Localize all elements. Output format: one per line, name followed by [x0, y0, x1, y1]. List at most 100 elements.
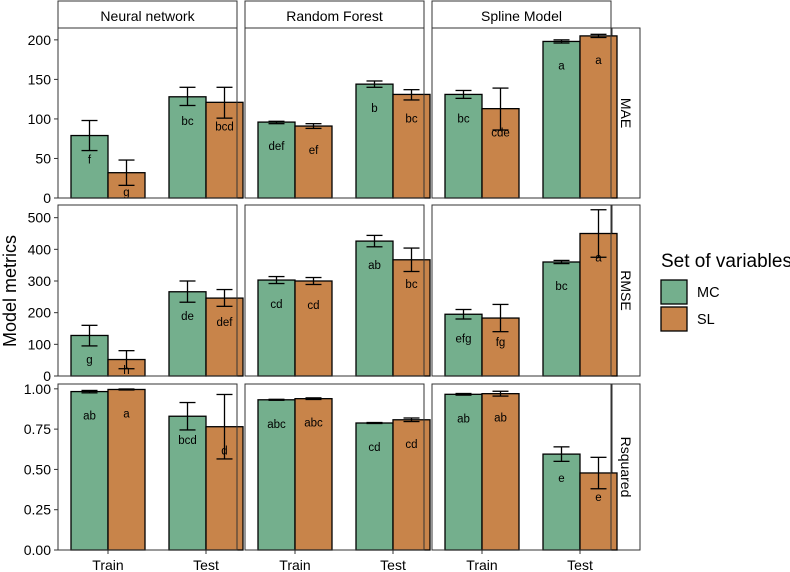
panel-rmse-neural-network: g h de def	[57, 204, 244, 377]
bar-train-sl	[294, 125, 333, 199]
bar-label: a	[123, 408, 130, 420]
panels-layer: Neural network Random Forest Spline Model M…	[24, 0, 641, 572]
bar-label: f	[88, 155, 92, 167]
bar-label: ab	[368, 260, 381, 272]
bar-label: e	[595, 492, 601, 504]
bar-label: bc	[181, 116, 193, 128]
bar-test-mc	[168, 96, 207, 199]
panel-border	[57, 204, 238, 377]
panel-mae-neural-network: f g bc bcd	[57, 27, 244, 199]
y-tick-label: 0.00	[24, 542, 51, 558]
y-tick-label: 300	[28, 273, 52, 289]
y-tick-label: 0.75	[24, 421, 51, 437]
y-tick-label: 0	[43, 368, 51, 384]
y-tick-label: 100	[28, 111, 52, 127]
bar-label: a	[595, 55, 602, 67]
x-tick-label-train: Train	[466, 557, 497, 572]
bar-test-mc	[168, 291, 207, 377]
strip-label-rmse: RMSE	[618, 270, 634, 310]
bar-label: cd	[368, 442, 380, 454]
bar-train-mc	[257, 121, 296, 199]
bar-label: a	[595, 253, 602, 265]
panel-rmse-spline-model: efg fg bc a	[431, 204, 618, 377]
bar-label: d	[221, 446, 227, 458]
panel-border	[244, 204, 425, 377]
bar-label: e	[558, 473, 564, 485]
panel-rsquared-neural-network: ab a bcd d	[57, 383, 244, 551]
strip-label-spline-model: Spline Model	[481, 8, 562, 24]
bar-test-mc	[355, 83, 394, 199]
x-tick-label-test: Test	[380, 557, 406, 572]
y-tick-label: 50	[35, 150, 51, 166]
panel-border	[244, 27, 425, 199]
y-tick-label: 200	[28, 32, 52, 48]
legend-swatch-mc	[660, 279, 688, 305]
bar-test-mc	[355, 240, 394, 377]
panel-border	[244, 383, 425, 551]
panel-border	[431, 204, 612, 377]
bar-train-sl	[294, 280, 333, 377]
panel-mae-random-forest: def ef b bc	[244, 27, 431, 199]
panel-mae-spline-model: bc cde a a	[431, 27, 618, 199]
bar-test-mc	[542, 261, 581, 377]
panel-rmse-random-forest: cd cd ab bc	[244, 204, 431, 377]
strip-random-forest	[244, 0, 425, 29]
legend: Set of variables MC SL	[660, 251, 790, 332]
y-axis-title: Model metrics	[0, 235, 20, 347]
x-tick-label-test: Test	[567, 557, 593, 572]
bar-label: h	[123, 365, 129, 377]
bar-label: a	[558, 60, 565, 72]
panel-border	[57, 383, 238, 551]
bar-label: ef	[309, 145, 319, 157]
x-tick-label-test: Test	[193, 557, 219, 572]
bar-label: ab	[457, 413, 470, 425]
x-tick-label-train: Train	[92, 557, 123, 572]
bar-label: abc	[304, 418, 323, 430]
strip-label-rsquared: Rsquared	[618, 437, 634, 498]
bar-label: efg	[456, 333, 472, 345]
bar-label: g	[86, 354, 92, 366]
bar-train-mc	[257, 279, 296, 377]
strip-spline-model	[431, 0, 612, 29]
bar-label: def	[217, 317, 234, 329]
bar-train-mc	[70, 390, 109, 551]
bar-label: bc	[555, 281, 567, 293]
bar-label: cde	[491, 128, 510, 140]
bar-label: cd	[270, 299, 282, 311]
legend-label-sl: SL	[697, 312, 715, 328]
bar-label: cd	[405, 439, 417, 451]
panel-rsquared-random-forest: abc abc cd cd	[244, 383, 431, 551]
y-tick-label: 100	[28, 336, 52, 352]
bar-label: b	[371, 103, 377, 115]
bar-test-mc	[542, 40, 581, 199]
y-tick-label: 0.25	[24, 502, 51, 518]
legend-label-mc: MC	[697, 285, 720, 301]
bar-label: bcd	[178, 435, 197, 447]
bar-label: bc	[405, 279, 417, 291]
panel-rsquared-spline-model: ab ab e e	[431, 383, 618, 551]
y-tick-label: 200	[28, 305, 52, 321]
bar-label: ab	[83, 411, 96, 423]
y-tick-label: 400	[28, 241, 52, 257]
bar-train-sl	[107, 388, 146, 551]
bar-label: bc	[405, 113, 417, 125]
strip-label-neural-network: Neural network	[100, 8, 195, 24]
bar-label: abc	[267, 419, 286, 431]
bar-label: ab	[494, 413, 507, 425]
bar-train-mc	[444, 313, 483, 377]
y-tick-label: 1.00	[24, 381, 51, 397]
y-tick-label: 0	[43, 190, 51, 206]
bar-label: de	[181, 311, 194, 323]
y-tick-label: 0.50	[24, 461, 51, 477]
bar-label: def	[269, 141, 286, 153]
panel-border	[431, 27, 612, 199]
bar-label: cd	[307, 300, 319, 312]
bar-test-mc	[542, 453, 581, 551]
bar-test-mc	[355, 422, 394, 551]
bar-label: bc	[457, 113, 469, 125]
bar-label: fg	[496, 337, 506, 349]
y-tick-label: 150	[28, 71, 52, 87]
x-tick-label-train: Train	[279, 557, 310, 572]
legend-swatch-sl	[660, 306, 688, 332]
